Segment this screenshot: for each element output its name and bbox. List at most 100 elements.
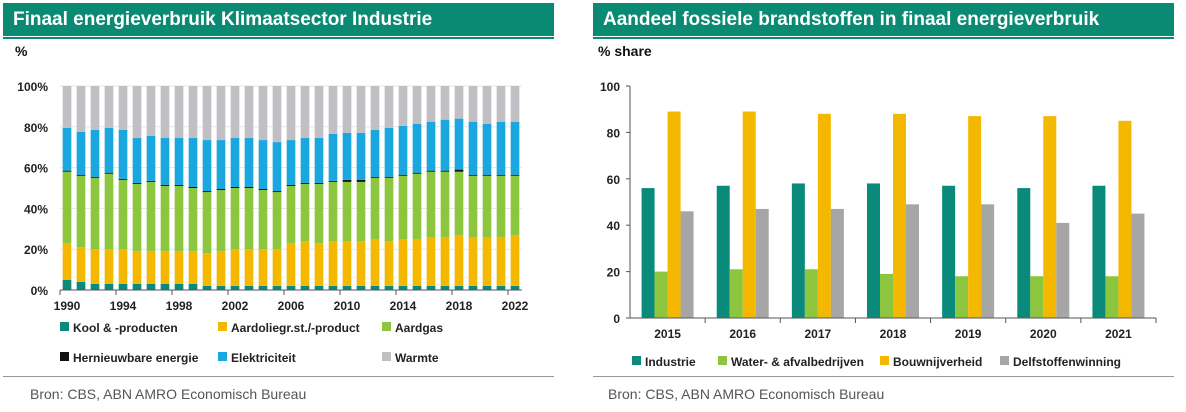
x-tick-label: 2002 bbox=[222, 299, 249, 313]
bar-bouwnijverheid bbox=[742, 111, 756, 318]
legend-label: Hernieuwbare energie bbox=[73, 351, 199, 365]
bar-segment-aardoliegr-st-product bbox=[454, 234, 464, 286]
bar-segment-aardgas bbox=[174, 185, 184, 252]
bar-segment-kool-producten bbox=[482, 285, 492, 290]
x-tick-label: 2022 bbox=[502, 299, 529, 313]
bar-segment-aardgas bbox=[384, 177, 394, 242]
y-tick-label: 100 bbox=[600, 80, 620, 94]
bar-segment-kool-producten bbox=[146, 283, 156, 290]
bar-segment-hernieuwbare-energie bbox=[510, 174, 520, 176]
bar-industrie bbox=[641, 188, 655, 318]
legend-label: Elektriciteit bbox=[231, 351, 296, 365]
bar-segment-aardoliegr-st-product bbox=[398, 239, 408, 286]
bar-segment-aardoliegr-st-product bbox=[118, 249, 128, 284]
bar-segment-warmte bbox=[510, 86, 520, 122]
y-tick-label: 0% bbox=[31, 284, 49, 298]
right-unit-label: % share bbox=[598, 43, 652, 59]
bar-segment-aardgas bbox=[118, 179, 128, 250]
bar-water-afvalbedrijven bbox=[1105, 276, 1119, 318]
bar-segment-aardoliegr-st-product bbox=[104, 249, 114, 284]
bar-segment-elektriciteit bbox=[328, 133, 338, 181]
bar-segment-hernieuwbare-energie bbox=[398, 174, 408, 176]
bar-segment-elektriciteit bbox=[356, 132, 366, 180]
bar-segment-hernieuwbare-energie bbox=[342, 179, 352, 182]
bar-segment-kool-producten bbox=[258, 285, 268, 290]
bar-segment-hernieuwbare-energie bbox=[160, 184, 170, 186]
bar-industrie bbox=[1092, 185, 1106, 318]
legend-swatch bbox=[1000, 356, 1009, 365]
bar-segment-warmte bbox=[272, 86, 282, 143]
bar-segment-hernieuwbare-energie bbox=[370, 176, 380, 178]
bar-segment-warmte bbox=[398, 86, 408, 126]
bar-segment-kool-producten bbox=[412, 285, 422, 290]
bar-segment-elektriciteit bbox=[188, 138, 198, 187]
bar-segment-elektriciteit bbox=[398, 125, 408, 175]
bar-segment-warmte bbox=[482, 86, 492, 124]
bar-segment-aardgas bbox=[412, 173, 422, 239]
bar-segment-aardoliegr-st-product bbox=[174, 251, 184, 284]
bar-segment-kool-producten bbox=[188, 283, 198, 290]
bar-water-afvalbedrijven bbox=[729, 269, 743, 318]
right-source-divider bbox=[593, 376, 1174, 377]
bar-delfstoffenwinning bbox=[1056, 222, 1070, 318]
y-tick-label: 20% bbox=[24, 243, 48, 257]
bar-bouwnijverheid bbox=[1118, 120, 1132, 318]
bar-segment-elektriciteit bbox=[146, 135, 156, 181]
bar-delfstoffenwinning bbox=[906, 204, 919, 318]
bar-segment-hernieuwbare-energie bbox=[174, 184, 184, 186]
y-tick-label: 60% bbox=[24, 162, 48, 176]
left-unit-label: % bbox=[15, 43, 28, 59]
bar-segment-warmte bbox=[230, 86, 240, 139]
bar-delfstoffenwinning bbox=[680, 211, 694, 318]
bar-segment-hernieuwbare-energie bbox=[440, 170, 450, 172]
bar-segment-aardoliegr-st-product bbox=[272, 249, 282, 286]
bar-segment-kool-producten bbox=[454, 285, 464, 290]
bar-segment-aardgas bbox=[132, 183, 142, 252]
bar-segment-kool-producten bbox=[342, 285, 352, 290]
legend-swatch bbox=[632, 356, 641, 365]
bar-segment-warmte bbox=[174, 86, 184, 139]
bar-delfstoffenwinning bbox=[981, 204, 995, 318]
bar-segment-kool-producten bbox=[300, 285, 310, 290]
x-tick-label: 2010 bbox=[334, 299, 361, 313]
bar-segment-aardoliegr-st-product bbox=[90, 249, 100, 284]
bar-segment-aardgas bbox=[76, 175, 86, 248]
legend-label: Water- & afvalbedrijven bbox=[731, 355, 864, 369]
grouped-bar-chart: 0 20 40 60 80 100 2015 2016 2017 2018 2019 2020 2021… bbox=[600, 80, 1157, 369]
bar-segment-warmte bbox=[118, 86, 128, 130]
bar-segment-aardoliegr-st-product bbox=[216, 251, 226, 286]
bar-segment-hernieuwbare-energie bbox=[272, 191, 282, 193]
bar-segment-aardgas bbox=[62, 171, 72, 244]
bar-segment-warmte bbox=[216, 86, 226, 141]
x-tick-label: 2015 bbox=[654, 327, 681, 341]
legend-label: Aardgas bbox=[395, 321, 443, 335]
bar-water-afvalbedrijven bbox=[1030, 276, 1044, 318]
x-tick-label: 2006 bbox=[278, 299, 305, 313]
bar-segment-aardgas bbox=[440, 171, 450, 237]
bar-segment-warmte bbox=[356, 86, 366, 133]
bar-segment-aardgas bbox=[496, 175, 506, 237]
bar-segment-hernieuwbare-energie bbox=[90, 176, 100, 178]
bar-segment-elektriciteit bbox=[286, 140, 296, 185]
bar-segment-aardoliegr-st-product bbox=[328, 241, 338, 286]
y-tick-label: 0 bbox=[613, 312, 620, 326]
bar-segment-elektriciteit bbox=[510, 121, 520, 175]
bar-segment-warmte bbox=[300, 86, 310, 139]
bar-segment-elektriciteit bbox=[412, 123, 422, 173]
bar-segment-aardgas bbox=[90, 177, 100, 250]
x-tick-label: 1994 bbox=[110, 299, 137, 313]
bar-industrie bbox=[716, 185, 730, 318]
left-source-divider bbox=[3, 376, 554, 377]
legend-swatch bbox=[382, 352, 391, 361]
bar-segment-aardoliegr-st-product bbox=[356, 241, 366, 286]
bar-segment-warmte bbox=[328, 86, 338, 134]
bar-segment-hernieuwbare-energie bbox=[384, 176, 394, 178]
bar-segment-warmte bbox=[440, 86, 450, 120]
bar-segment-warmte bbox=[286, 86, 296, 141]
legend-label: Bouwnijverheid bbox=[893, 355, 982, 369]
bar-segment-hernieuwbare-energie bbox=[244, 186, 254, 188]
bar-segment-elektriciteit bbox=[426, 121, 436, 171]
bar-bouwnijverheid bbox=[667, 111, 681, 318]
bar-segment-hernieuwbare-energie bbox=[314, 182, 324, 184]
bar-segment-kool-producten bbox=[76, 281, 86, 290]
